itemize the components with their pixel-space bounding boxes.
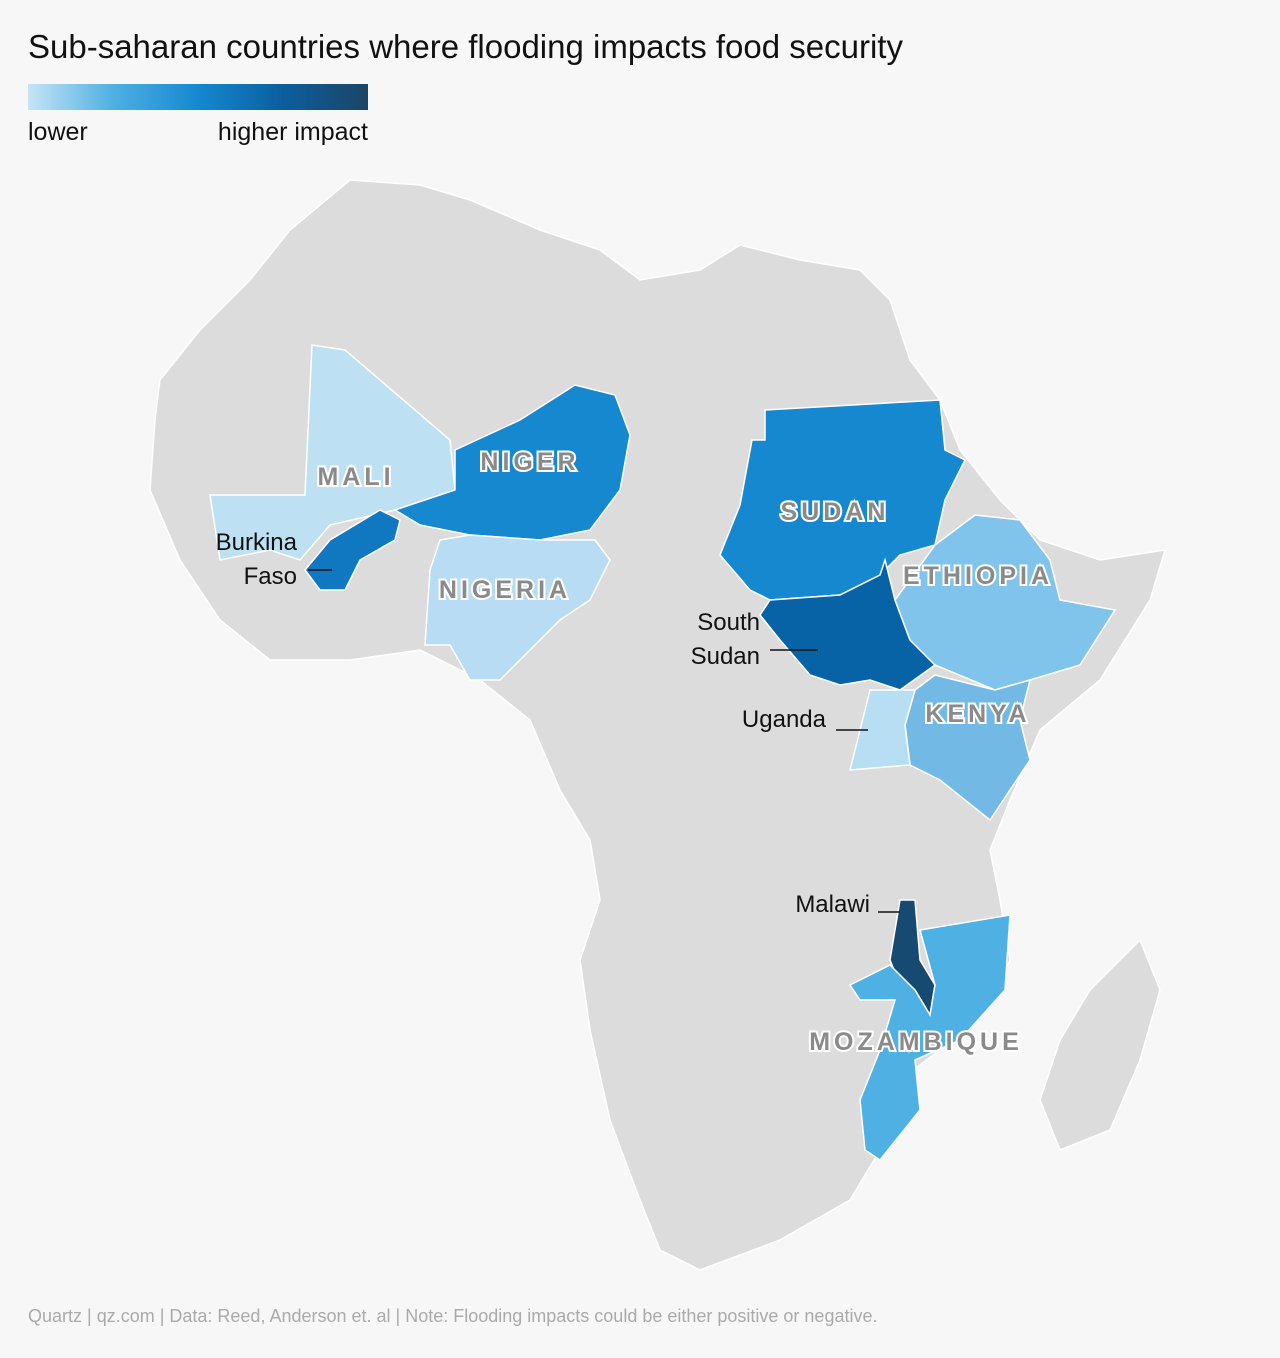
legend-gradient [28, 84, 368, 110]
country-label: Uganda [742, 706, 827, 733]
country-label: Burkina [216, 529, 298, 556]
title: Sub-saharan countries where flooding imp… [28, 28, 903, 65]
countries [209, 344, 1117, 1162]
legend-low: lower [28, 118, 88, 146]
country-label: Faso [244, 563, 297, 590]
country-label: MOZAMBIQUE [809, 1028, 1023, 1056]
country-label: Sudan [691, 643, 760, 670]
labels: MALI NIGER Burkina Faso NIGERIA SUDAN South Sud… [216, 446, 1053, 1058]
country-label: NIGER [480, 448, 579, 476]
country-label: KENYA [925, 700, 1030, 728]
legend-high: higher impact [218, 118, 368, 146]
country-shape [209, 344, 456, 561]
country-label: SUDAN [781, 498, 890, 526]
country-shape [848, 914, 1011, 1162]
country-label: ETHIOPIA [903, 562, 1053, 590]
country-label: MALI [317, 463, 394, 491]
country-shape [894, 514, 1117, 691]
country-label: Malawi [795, 891, 870, 918]
country-label: South [697, 609, 760, 636]
country-shape [424, 534, 611, 681]
madagascar [1039, 938, 1161, 1151]
country-shape [759, 557, 937, 691]
country-label: NIGERIA [439, 576, 571, 604]
footer: Quartz | qz.com | Data: Reed, Anderson e… [28, 1306, 877, 1326]
country-shape [393, 384, 631, 541]
